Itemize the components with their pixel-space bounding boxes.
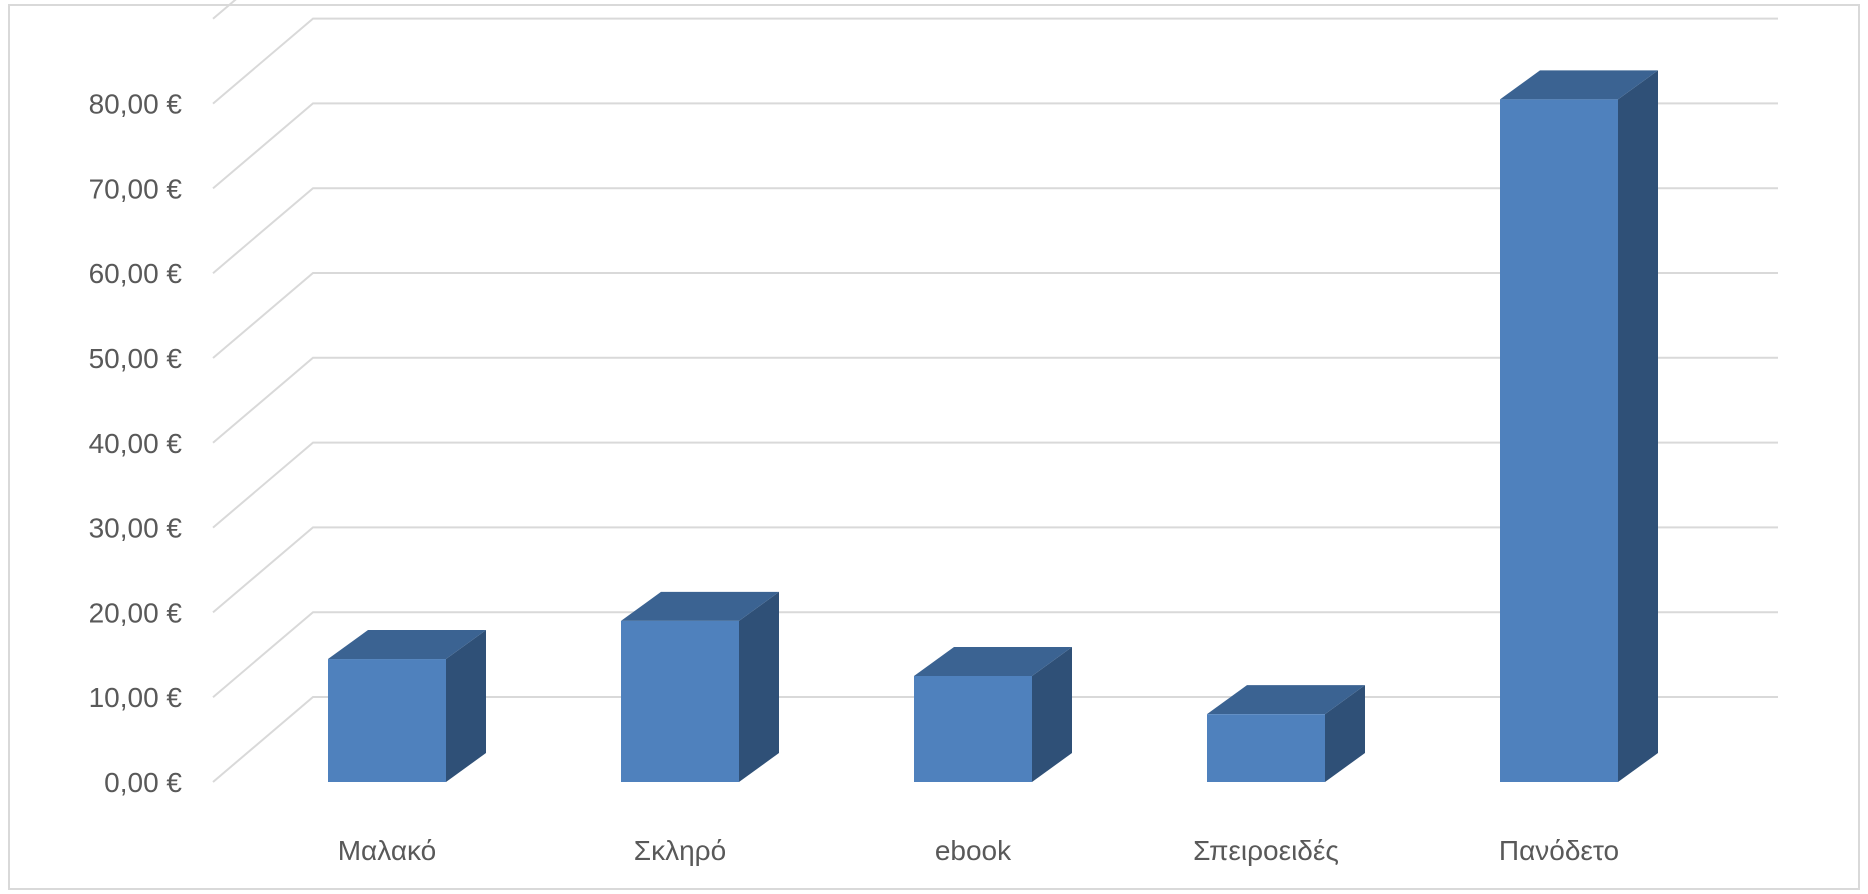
x-category-label: Σπειροειδές [1193,835,1339,866]
gridline-2 [212,526,1778,614]
x-category-label: ebook [935,835,1012,866]
y-tick-label: 20,00 € [89,597,183,628]
y-tick-label: 10,00 € [89,682,183,713]
x-category-label: Μαλακό [338,835,437,866]
gridline-5 [212,272,1778,359]
y-tick-label: 70,00 € [89,173,183,204]
x-category-label: Σκληρό [634,835,726,866]
bar-top-face [914,647,1072,676]
bar-side-face [1032,647,1072,782]
bar-side-face [739,591,779,782]
bar-front-face [914,676,1032,782]
bar-side-face [1618,70,1658,783]
gridline-7 [212,102,1778,190]
y-tick-label: 50,00 € [89,343,183,374]
y-axis-tick-labels: 0,00 € 10,00 € 20,00 € 30,00 € 40,00 € 50,00 … [89,89,183,798]
bar-4 [1207,685,1365,782]
bars [328,70,1658,783]
bar-top-face [1207,685,1365,715]
gridline-6 [212,187,1778,274]
y-tick-label: 30,00 € [89,513,183,544]
bar-top-face [1500,70,1658,100]
bar-front-face [621,620,739,782]
y-tick-label: 80,00 € [89,89,183,120]
gridline-1 [212,611,1778,698]
bar-1 [328,630,486,782]
y-tick-label: 0,00 € [104,767,182,798]
y-tick-label: 60,00 € [89,258,183,289]
bar-top-face [328,630,486,660]
bar-5 [1500,70,1658,783]
bar-front-face [1207,714,1325,782]
bar-front-face [1500,99,1618,783]
gridline-top [212,0,237,20]
bar-2 [621,591,779,782]
bar-front-face [328,659,446,782]
x-category-label: Πανόδετο [1499,835,1619,866]
bar-top-face [621,591,779,621]
bar-side-face [1325,685,1365,782]
x-axis-category-labels: Μαλακό Σκληρό ebook Σπειροειδές Πανόδετο [338,835,1619,866]
y-tick-label: 40,00 € [89,428,183,459]
gridline-3 [212,441,1778,529]
bar-3 [914,647,1072,782]
gridline-4 [212,356,1778,444]
gridline-8 [212,17,1778,105]
bar-side-face [446,630,486,782]
